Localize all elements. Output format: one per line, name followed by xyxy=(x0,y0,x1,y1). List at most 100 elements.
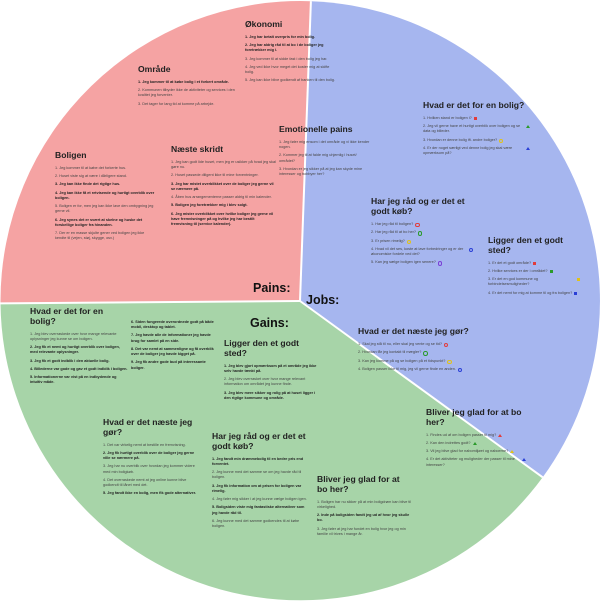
block-item-text: 2. Jeg kunne med det samme se om jeg hav… xyxy=(212,470,302,480)
block-item-text: 4. Det overraskede nemt at jeg online ku… xyxy=(103,477,187,488)
status-marker-icon xyxy=(447,359,452,365)
block-title: Hvad er det næste jeg gør? xyxy=(103,417,193,437)
block-item-text: 3. Kan jeg komme på og se boligen på et … xyxy=(358,358,446,363)
status-marker-icon xyxy=(499,138,504,143)
block-title: Emotionelle pains xyxy=(279,124,353,134)
block-item: 3. Jeg blev mere sikker og rolig på at h… xyxy=(224,391,320,401)
block-item: 3. Jeg føler at jeg har fundet en bolig … xyxy=(317,527,412,537)
block-hvad-er-naeste-gains: Hvad er det næste jeg gør? 1. Det var vir… xyxy=(103,417,201,500)
block-title: Hvad er det næste jeg gør? xyxy=(358,326,469,336)
block-item-text: 3. Jeg fik et godt indblik i den aktuell… xyxy=(30,358,110,363)
block-item-text: 5. Boligen er for, men jeg kan ikke lave… xyxy=(55,204,154,214)
block-item: 2. Kommunen tilbyder ikke de aktiviteter… xyxy=(138,88,235,98)
block-item: 3. Hvordan er denne bolig ift. andre bol… xyxy=(423,138,530,143)
block-item: 5. Kan jeg sælge boligen igen senere? xyxy=(371,260,473,266)
status-marker-icon xyxy=(577,278,580,282)
block-hvad-er-naeste-jobs: Hvad er det næste jeg gør? 1. Skal jeg st… xyxy=(358,326,470,375)
block-item: 5. Jeg kan ikke blive godkendt af banken… xyxy=(245,78,337,83)
block-item-text: 1. Jeg føler mig ensom i det område og v… xyxy=(279,139,370,150)
block-item: 2. Kan den indrettes godt? xyxy=(426,441,526,446)
status-marker-icon xyxy=(526,146,530,150)
block-item-text: 1. Skal jeg stå til nu, eller skal jeg v… xyxy=(358,341,443,346)
block-item-text: 3. Er det en god kommune og forbindelses… xyxy=(488,277,539,287)
block-item: 1. Hvilken stand er boligen i? xyxy=(423,116,530,121)
block-item-text: 5. Jeg kan ikke blive godkendt af banken… xyxy=(245,78,335,83)
block-item-text: 6. Jeg kunne med det samme godkendes til… xyxy=(212,518,300,529)
block-title: Har jeg råd og er det et godt køb? xyxy=(371,196,465,216)
block-item-text: 8. Det var nemt at sammenligne og få ove… xyxy=(131,346,214,357)
block-item: 4. Billederne var gode og gav et godt in… xyxy=(30,367,128,372)
block-title: Bliver jeg glad for at bo her? xyxy=(317,474,400,494)
block-item: 3. Jeg fik information om at prisen for … xyxy=(212,484,307,494)
divider-line xyxy=(299,300,544,479)
block-item: 1. Jeg kan godt lide huset, men jeg er u… xyxy=(171,160,276,170)
block-gains-col2: 6. Siden fungerede overordnede godt på b… xyxy=(131,320,217,374)
block-item: 3. Det tager for lang tid at komme på ar… xyxy=(138,102,235,107)
block-item-text: 2. Inde på boligsiden fandt jeg ud af hv… xyxy=(317,513,410,523)
block-item: 3. Er prisen rimelig? xyxy=(371,239,473,244)
block-title: Næste skridt xyxy=(171,144,224,154)
block-item: 4. Er der noget særligt ved denne bolig … xyxy=(423,146,530,156)
block-item: 1. Jeg har betalt overpris for min bolig… xyxy=(245,35,337,40)
block-item-text: 2. Kommer jeg til at falde mig uhjemlig … xyxy=(279,153,357,163)
block-item: 1. Har jeg råd til boligen? xyxy=(371,222,473,228)
status-marker-icon xyxy=(423,351,428,356)
block-item: 5. Boligen jeg foretrækker mig i blev so… xyxy=(171,203,276,208)
block-item: 1. Jeg blev overraskede over hvor mange … xyxy=(30,332,128,342)
block-item: 1. Jeg blev gjort opmærksom på et område… xyxy=(224,364,320,374)
block-item: 3. Jeg kommer til at sidde fast i den bo… xyxy=(245,57,337,62)
pains-label: Pains: xyxy=(253,281,291,295)
block-title: Økonomi xyxy=(245,19,283,29)
gains-segment xyxy=(0,301,543,601)
block-item: 3. Jeg kan ikke finde det rigtige hus. xyxy=(55,182,155,187)
block-item: 5. Boligsiden viste mig fantastiske alte… xyxy=(212,505,307,515)
block-item: 8. Det var nemt at sammenligne og få ove… xyxy=(131,347,217,357)
block-item-text: 5. Informationerne var vist på en indbyd… xyxy=(30,375,117,385)
block-item: 3. Kan jeg komme på og se boligen på et … xyxy=(358,358,470,365)
block-item-text: 6. Jeg mister overblikket over hvilke bo… xyxy=(171,211,274,226)
block-item-text: 2. Hvilke services er der i området? xyxy=(488,268,548,273)
block-boligen: Boligen 1. Jeg kommer til at købe det for… xyxy=(55,150,155,244)
block-item: 1. Er det et godt område? xyxy=(488,261,580,266)
block-title: Hvad er det for en bolig? xyxy=(30,306,104,326)
block-item: 2. Jeg blev overrasket over hvor mange r… xyxy=(224,377,320,387)
block-item: 1. Jeg kommer til at købe bolig i et for… xyxy=(138,80,235,85)
block-item-text: 4. Boligen passer ikke til mig, jeg vil … xyxy=(358,367,456,372)
status-marker-icon xyxy=(549,269,553,273)
block-title: Boligen xyxy=(55,150,87,160)
block-item: 6. Jeg synes det er svært at skelne og h… xyxy=(55,218,155,228)
block-item-text: 6. Siden fungerede overordnede godt på b… xyxy=(131,320,214,330)
block-item-text: 3. Jeg blev mere sikker og rolig på at h… xyxy=(224,390,316,400)
block-naeste-skridt: Næste skridt 1. Jeg kan godt lide huset, … xyxy=(171,144,276,230)
status-marker-icon xyxy=(417,231,423,236)
block-item-text: 1. Findes ud af om boligen passer til mi… xyxy=(426,432,497,437)
block-item-text: 4. Hvad vil det ses, koste at lave forbe… xyxy=(371,246,464,257)
block-item: 3. Jeg fik et godt indblik i den aktuell… xyxy=(30,359,128,364)
block-item-text: 4. Jeg kan ikke få et retvisende og hurt… xyxy=(55,190,155,200)
block-item-text: 6. Jeg synes det er svært at skelne og h… xyxy=(55,217,143,227)
block-item-text: 1. Jeg har betalt overpris for min bolig… xyxy=(245,34,316,39)
block-item-text: 1. Boligen har nu sikker på at min bolig… xyxy=(317,499,412,509)
block-item-text: 7. Jeg havde alle de informationer jeg h… xyxy=(131,333,211,343)
block-item: 4. Er det nemt for mig at komme til og f… xyxy=(488,291,580,296)
block-item: 4. Boligen passer ikke til mig, jeg vil … xyxy=(358,367,470,373)
block-item: 2. Jeg vil gerne have et hurtigt overbli… xyxy=(423,124,530,134)
status-marker-icon xyxy=(444,342,449,348)
block-title: Bliver jeg glad for at bo her? xyxy=(426,407,522,427)
status-marker-icon xyxy=(533,261,537,265)
block-item: 5. Boligen er for, men jeg kan ikke lave… xyxy=(55,204,155,214)
pains-segment xyxy=(0,1,311,304)
block-item-text: 2. Huset viste sig at være i dårligere s… xyxy=(55,174,127,179)
status-marker-icon xyxy=(473,116,477,120)
block-item: 5. Informationerne var vist på en indbyd… xyxy=(30,375,128,385)
block-item: 1. Boligen har nu sikker på at min bolig… xyxy=(317,500,412,510)
block-item: 2. Har jeg råd til at bo her? xyxy=(371,230,473,236)
block-item: 1. Findes ud af om boligen passer til mi… xyxy=(426,433,526,438)
block-hvad-er-det-for-en-bolig-gains: Hvad er det for en bolig? 1. Jeg blev ove… xyxy=(30,306,128,389)
block-item-text: 3. Jeg kommer til at sidde fast i den bo… xyxy=(245,56,328,61)
block-item-text: 1. Jeg kommer til at købe bolig i et for… xyxy=(138,79,229,84)
block-omrade: Område 1. Jeg kommer til at købe bolig i … xyxy=(138,64,235,110)
block-item-text: 1. Er det et godt område? xyxy=(488,260,532,265)
block-item: 2. Hvilke services er der i området? xyxy=(488,269,580,274)
